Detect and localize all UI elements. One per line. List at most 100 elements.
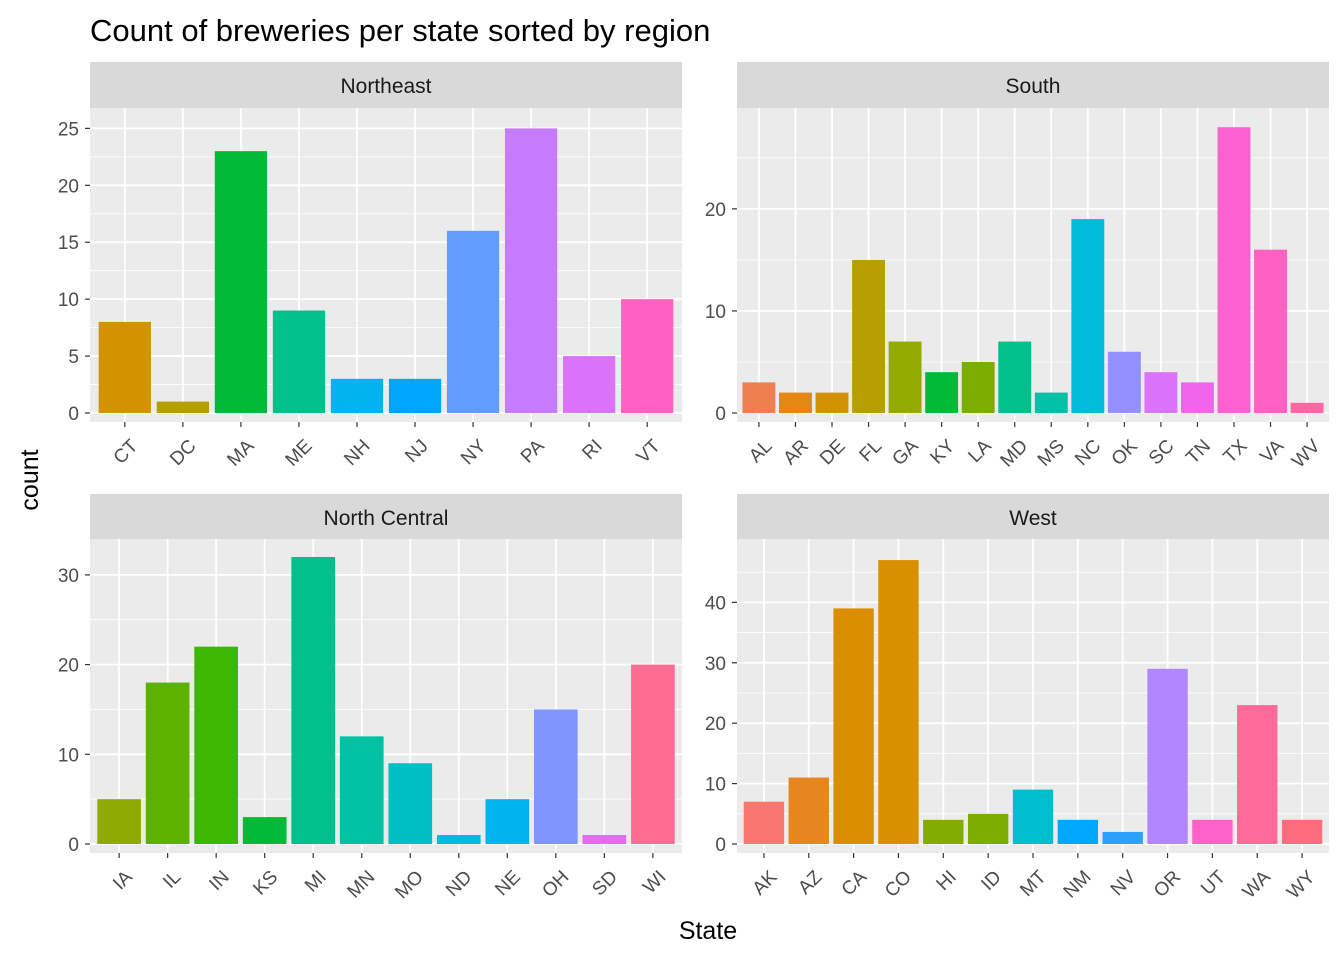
x-tick-label-de: DE	[816, 436, 850, 470]
bar-wv	[1290, 402, 1324, 413]
y-tick-label: 20	[705, 200, 726, 221]
bar-ar	[779, 392, 812, 413]
y-tick-label: 25	[58, 119, 79, 140]
bar-ny	[446, 230, 500, 413]
x-tick-label-nj: NJ	[401, 436, 432, 467]
bar-fl	[852, 259, 885, 413]
x-tick-label-hi: HI	[933, 867, 961, 895]
bar-wa	[1237, 705, 1278, 844]
bar-oh	[534, 709, 578, 844]
y-tick-label: 5	[68, 347, 79, 368]
x-tick-label-il: IL	[159, 867, 185, 893]
x-tick-label-tx: TX	[1220, 436, 1252, 468]
bar-tn	[1181, 382, 1214, 413]
x-tick-label-ky: KY	[926, 436, 959, 469]
bar-nj	[388, 378, 442, 413]
x-tick-label-ia: IA	[109, 867, 137, 895]
x-tick-label-mi: MI	[301, 867, 331, 897]
y-axis-title: count	[16, 449, 44, 510]
x-tick-label-ga: GA	[888, 436, 922, 470]
x-tick-label-pa: PA	[517, 436, 549, 468]
bar-or	[1147, 668, 1188, 844]
x-tick-label-oh: OH	[538, 867, 573, 902]
bar-co	[878, 560, 919, 844]
bar-ia	[97, 799, 141, 844]
facet-northeast: Northeast 0 5 10 15 20 25 CT DC MA ME NH NJ NY PA RI VT	[58, 62, 682, 471]
bar-pa	[504, 128, 558, 413]
y-tick-label: 0	[68, 404, 79, 425]
x-axis-title: State	[679, 917, 737, 945]
bar-nv	[1102, 831, 1143, 844]
bar-al	[742, 382, 776, 413]
x-tick-label-vt: VT	[633, 435, 665, 467]
bar-nc	[1071, 219, 1105, 413]
bar-mn	[339, 736, 384, 844]
x-tick-label-ut: UT	[1197, 866, 1230, 899]
x-tick-label-or: OR	[1150, 867, 1185, 902]
bar-vt	[621, 299, 674, 413]
x-tick-label-dc: DC	[166, 436, 200, 470]
x-tick-label-ny: NY	[457, 436, 491, 470]
bar-de	[815, 392, 849, 413]
x-tick-label-ks: KS	[249, 867, 282, 900]
strip-west	[737, 494, 1329, 539]
bar-ks	[242, 817, 287, 844]
bar-sc	[1144, 372, 1178, 413]
bar-ak	[743, 801, 785, 844]
x-tick-label-wv: WV	[1288, 436, 1325, 473]
bar-md	[998, 341, 1032, 413]
bar-id	[967, 813, 1009, 844]
bar-wy	[1281, 819, 1323, 844]
bar-ma	[214, 151, 268, 413]
x-tick-label-ar: AR	[780, 436, 814, 470]
facet-west: West 0 10 20 30 40 AK AZ CA CO HI ID MT NM NV OR UT WA WY	[705, 494, 1329, 903]
y-tick-label: 10	[58, 290, 79, 311]
y-tick-label: 20	[705, 714, 726, 735]
facet-panels: Northeast 0 5 10 15 20 25 CT DC MA ME NH NJ NY PA RI VT S…	[58, 62, 1329, 903]
strip-south	[737, 62, 1329, 108]
x-tick-label-ca: CA	[838, 867, 872, 901]
facet-south: South 0 10 20 AL AR DE FL GA KY LA MD MS NC OK SC TN TX VA…	[705, 62, 1329, 472]
facet-north-central: North Central 0 10 20 30 IA IL IN KS MI MN MO ND NE OH…	[58, 494, 682, 903]
bar-nm	[1057, 819, 1099, 844]
x-tick-label-ct: CT	[110, 435, 143, 468]
bar-ga	[888, 341, 922, 413]
bar-mo	[388, 763, 433, 844]
strip-label-west: West	[1009, 507, 1057, 530]
x-tick-label-ri: RI	[578, 436, 606, 464]
bar-dc	[156, 401, 209, 413]
bar-ok	[1107, 351, 1141, 413]
bar-tx	[1217, 127, 1251, 413]
bar-ca	[833, 608, 874, 844]
bar-ct	[98, 321, 151, 413]
bar-ut	[1192, 819, 1233, 844]
x-tick-label-in: IN	[205, 867, 233, 895]
x-tick-label-ok: OK	[1108, 436, 1142, 470]
y-tick-label: 20	[58, 656, 79, 677]
bar-la	[961, 361, 995, 413]
x-tick-label-az: AZ	[794, 866, 826, 898]
x-tick-label-nm: NM	[1060, 867, 1096, 903]
bar-nh	[330, 378, 384, 413]
bar-sd	[582, 835, 627, 844]
bar-mi	[291, 556, 336, 844]
y-tick-label: 20	[58, 176, 79, 197]
x-tick-label-nv: NV	[1107, 867, 1141, 901]
x-tick-label-tn: TN	[1182, 436, 1215, 469]
x-tick-label-id: ID	[977, 867, 1005, 895]
x-tick-label-la: LA	[964, 436, 996, 468]
bar-ri	[563, 356, 616, 413]
y-tick-label: 0	[715, 404, 726, 425]
x-tick-label-nh: NH	[340, 436, 374, 470]
x-tick-label-co: CO	[881, 867, 916, 902]
y-tick-label: 15	[58, 233, 79, 254]
bar-ky	[925, 372, 959, 413]
x-tick-label-md: MD	[997, 436, 1033, 472]
chart-title: Count of breweries per state sorted by r…	[90, 13, 710, 48]
x-tick-label-mt: MT	[1016, 866, 1051, 901]
bar-az	[788, 777, 829, 844]
bar-va	[1254, 249, 1287, 413]
x-tick-label-wy: WY	[1283, 867, 1320, 904]
strip-label-south: South	[1006, 75, 1061, 98]
